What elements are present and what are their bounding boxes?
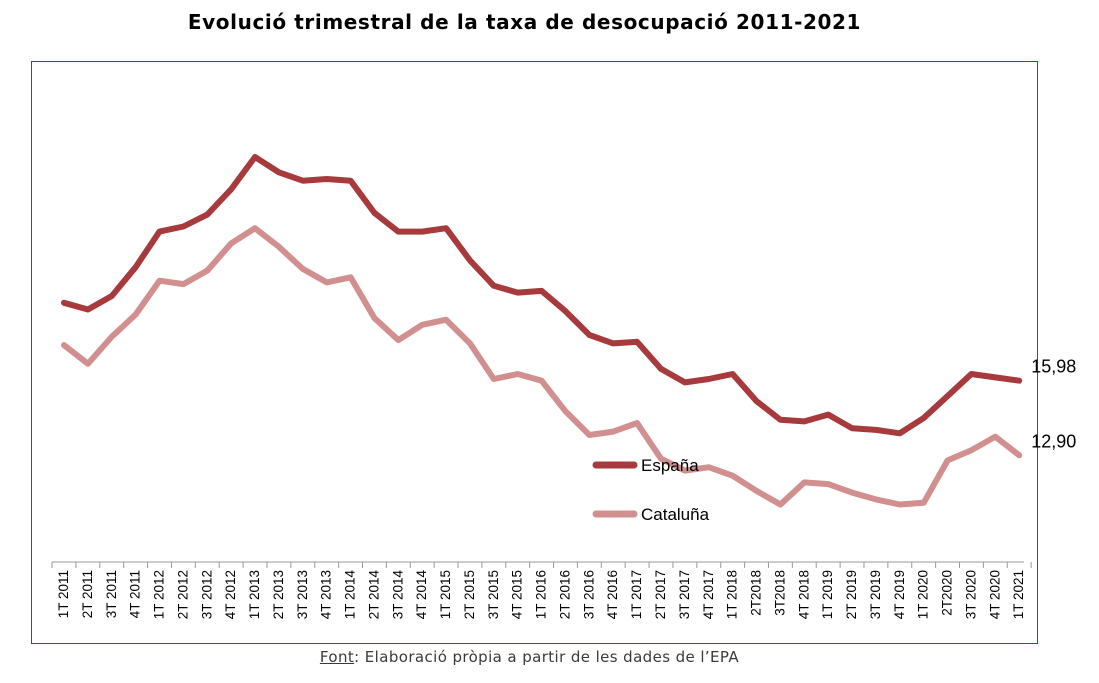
x-tick-label: 4T 2011: [128, 570, 143, 618]
x-tick-label: 2T 2017: [653, 570, 668, 619]
source-label: Font: [319, 648, 355, 666]
x-tick-label: 3T 2015: [486, 570, 501, 619]
chart-frame: [31, 61, 1038, 644]
x-tick-label: 4T 2012: [223, 570, 238, 619]
x-tick-label: 4T 2019: [892, 570, 907, 619]
x-tick-label: 3T 2011: [104, 570, 119, 618]
x-tick-label: 1T 2015: [438, 570, 453, 619]
legend: España Cataluña: [592, 456, 710, 524]
x-tick-label: 3T2018: [772, 570, 787, 616]
x-tick-label: 4T 2014: [414, 570, 429, 620]
x-tick-label: 2T 2012: [175, 570, 190, 619]
x-tick-label: 1T 2019: [820, 570, 835, 619]
series-line-espana: [61, 154, 1023, 437]
x-tick-label: 3T 2016: [581, 570, 596, 619]
series-line-cataluna: [61, 225, 1023, 508]
series-group: [61, 154, 1023, 508]
x-tick-label: 2T2020: [940, 570, 955, 616]
source-note: Font: Elaboració pròpia a partir de les …: [0, 648, 1059, 666]
x-tick-label: 3T 2017: [677, 570, 692, 619]
x-tick-label: 1T 2016: [534, 570, 549, 619]
x-tick-label: 4T 2013: [319, 570, 334, 619]
x-tick-label: 3T 2013: [295, 570, 310, 619]
x-tick-label: 4T 2017: [701, 570, 716, 619]
chart-title: Evolució trimestral de la taxa de desocu…: [187, 10, 862, 34]
x-tick-label: 1T 2017: [629, 570, 644, 619]
end-value-label: 15,98: [1031, 357, 1076, 377]
x-tick-label: 2T 2014: [366, 570, 381, 620]
x-tick-label: 4T 2016: [605, 570, 620, 619]
source-text: : Elaboració pròpia a partir de les dade…: [354, 648, 740, 666]
x-tick-label: 4T 2020: [987, 570, 1002, 619]
x-tick-label: 4T 2018: [796, 570, 811, 619]
x-tick-label: 1T 2014: [343, 570, 358, 620]
x-tick-label: 2T 2013: [271, 570, 286, 619]
x-tick-label: 2T2018: [749, 570, 764, 616]
x-tick-label: 2T 2019: [844, 570, 859, 619]
legend-label: Cataluña: [641, 505, 710, 524]
x-tick-label: 2T 2011: [80, 570, 95, 618]
x-tick-label: 3T 2019: [868, 570, 883, 619]
x-tick-label: 1T 2012: [152, 570, 167, 619]
end-labels: 15,98 12,90: [1031, 357, 1076, 452]
x-axis: 1T 2011 2T 2011 3T 2011 4T 2011 1T 2012 2T 20…: [51, 561, 1032, 620]
x-tick-label: 4T 2015: [510, 570, 525, 619]
x-tick-label: 1T 2011: [56, 570, 71, 618]
x-tick-label: 1T 2020: [916, 570, 931, 619]
x-tick-label: 1T 2018: [725, 570, 740, 619]
x-tick-label: 1T 2021: [1011, 570, 1026, 619]
x-tick-label: 2T 2015: [462, 570, 477, 619]
end-value-label: 12,90: [1031, 431, 1076, 451]
x-tick-label: 1T 2013: [247, 570, 262, 619]
x-tick-label: 3T 2014: [390, 570, 405, 620]
x-tick-label: 3T 2020: [963, 570, 978, 619]
x-tick-label: 2T 2016: [557, 570, 572, 619]
x-tick-label: 3T 2012: [199, 570, 214, 619]
legend-label: España: [641, 456, 699, 475]
